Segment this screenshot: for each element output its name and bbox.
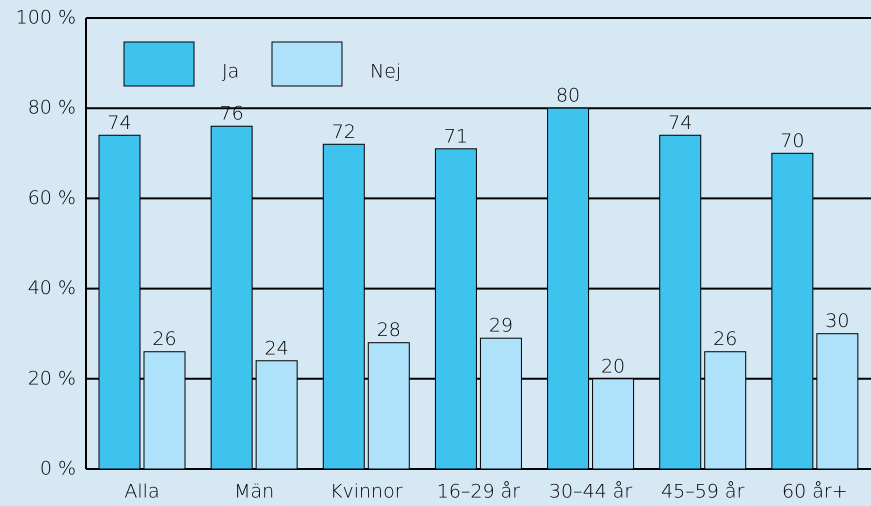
bar bbox=[255, 360, 298, 470]
data-label: 76 bbox=[220, 103, 244, 125]
data-label: 24 bbox=[265, 337, 289, 359]
legend-label: Nej bbox=[370, 61, 401, 83]
bar bbox=[98, 134, 141, 470]
bar bbox=[367, 342, 410, 470]
legend-swatch bbox=[123, 41, 195, 87]
y-tick-label: 60 % bbox=[28, 187, 76, 209]
bar bbox=[659, 134, 702, 470]
data-label: 30 bbox=[825, 310, 849, 332]
legend-label: Ja bbox=[222, 61, 239, 83]
x-tick-label: 60 år+ bbox=[782, 481, 848, 503]
data-label: 80 bbox=[556, 85, 580, 107]
y-tick-label: 0 % bbox=[40, 458, 76, 480]
data-label: 74 bbox=[107, 112, 131, 134]
y-tick-label: 100 % bbox=[16, 7, 76, 29]
x-tick-label: 16–29 år bbox=[437, 481, 521, 503]
bar bbox=[434, 148, 477, 470]
data-label: 28 bbox=[377, 319, 401, 341]
y-tick-label: 40 % bbox=[28, 277, 76, 299]
data-label: 29 bbox=[489, 315, 513, 337]
bar bbox=[322, 143, 365, 470]
x-tick-label: Män bbox=[234, 481, 274, 503]
x-tick-label: 45–59 år bbox=[661, 481, 745, 503]
data-label: 74 bbox=[668, 112, 692, 134]
data-label: 26 bbox=[152, 328, 176, 350]
data-label: 26 bbox=[713, 328, 737, 350]
y-tick-label: 20 % bbox=[28, 367, 76, 389]
x-tick-label: 30–44 år bbox=[549, 481, 633, 503]
bar bbox=[143, 351, 186, 470]
bar bbox=[816, 333, 859, 470]
x-tick-label: Alla bbox=[124, 481, 159, 503]
bar bbox=[479, 337, 522, 470]
data-label: 70 bbox=[780, 130, 804, 152]
data-label: 72 bbox=[332, 121, 356, 143]
bar bbox=[547, 107, 590, 470]
data-label: 71 bbox=[444, 125, 468, 147]
legend-swatch bbox=[271, 41, 343, 87]
y-tick-label: 80 % bbox=[28, 97, 76, 119]
bar bbox=[771, 152, 814, 470]
bar bbox=[704, 351, 747, 470]
bar bbox=[210, 125, 253, 470]
data-label: 20 bbox=[601, 355, 625, 377]
bar bbox=[592, 378, 635, 470]
x-tick-label: Kvinnor bbox=[330, 481, 403, 503]
